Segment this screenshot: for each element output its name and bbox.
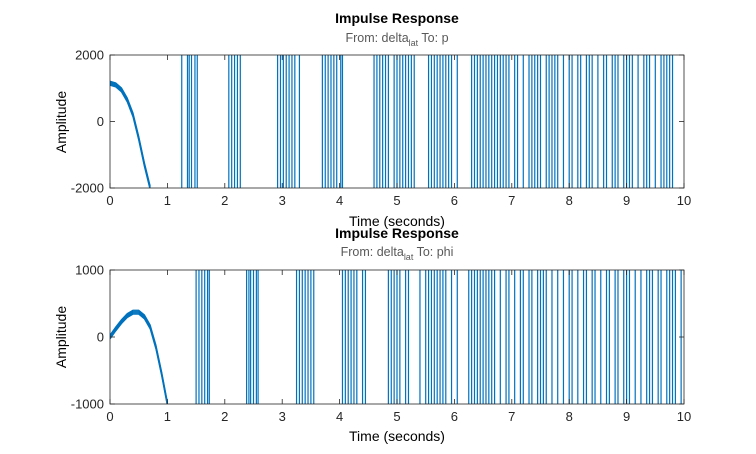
y-tick-label: 2000 [75,48,104,63]
x-tick-label: 1 [164,193,171,208]
y-tick-label: 0 [97,330,104,345]
series-line-smooth [110,313,168,404]
x-tick-label: 4 [336,193,343,208]
y-tick-label: -1000 [71,397,104,412]
x-tick-label: 7 [508,409,515,424]
plot-top-x-axis-label: Time (seconds) [349,213,445,229]
y-tick-label: -2000 [71,181,104,196]
series-line-smooth [110,82,151,188]
plot-top-y-axis-label: Amplitude [53,91,69,153]
x-tick-label: 10 [677,193,691,208]
plot-top-x-tick-labels: 0 1 2 3 4 5 6 7 8 9 10 [106,193,691,208]
x-tick-label: 10 [677,409,691,424]
x-tick-label: 6 [451,193,458,208]
x-tick-label: 8 [566,193,573,208]
plot-bottom-area [110,270,682,404]
plot-bottom-x-tick-labels: 0 1 2 3 4 5 6 7 8 9 10 [106,409,691,424]
plot-top-subtitle: From: deltalat To: p [345,31,448,48]
plot-bottom-y-tick-labels: -1000 0 1000 [71,263,104,412]
y-tick-label: 0 [97,114,104,129]
series-line-smooth [110,84,151,188]
plot-top-y-tick-labels: -2000 0 2000 [71,48,104,196]
x-tick-label: 3 [279,193,286,208]
x-tick-label: 5 [393,193,400,208]
plot-top-axes-frame [109,54,685,189]
x-tick-label: 9 [623,193,630,208]
x-tick-label: 6 [451,409,458,424]
plot-top: Impulse Response From: deltalat To: p 0 1… [53,10,691,229]
plot-top-series [110,55,674,188]
plot-bottom-x-axis-label: Time (seconds) [349,428,445,444]
x-tick-label: 4 [336,409,343,424]
x-tick-label: 0 [106,409,113,424]
x-tick-label: 1 [164,409,171,424]
x-tick-label: 8 [566,409,573,424]
x-tick-label: 2 [221,193,228,208]
series-line-smooth [110,83,151,188]
x-tick-label: 2 [221,409,228,424]
plot-bottom-y-axis-label: Amplitude [53,306,69,368]
plot-top-title: Impulse Response [335,10,459,26]
plot-bottom: Impulse Response From: deltalat To: phi … [53,225,691,444]
series-line-smooth [110,81,151,188]
x-tick-label: 0 [106,193,113,208]
plot-bottom-series [110,270,682,404]
plot-bottom-subtitle: From: deltalat To: phi [341,245,454,262]
x-tick-label: 9 [623,409,630,424]
plot-bottom-title: Impulse Response [335,225,459,241]
y-tick-label: 1000 [75,263,104,278]
x-tick-label: 3 [279,409,286,424]
plot-top-area [110,55,674,188]
x-tick-label: 7 [508,193,515,208]
x-tick-label: 5 [393,409,400,424]
series-line-smooth [110,80,151,187]
plot-bottom-axes-frame [109,269,685,405]
